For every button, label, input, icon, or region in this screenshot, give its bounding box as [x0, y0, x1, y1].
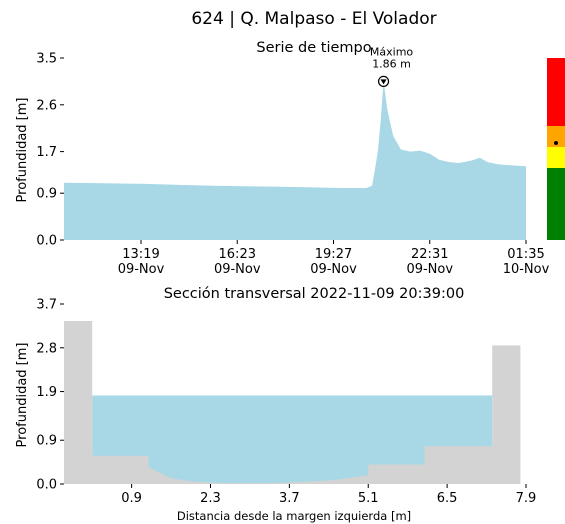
xtick-time-label: 13:19 — [122, 247, 159, 262]
max-annotation-label: Máximo — [370, 45, 414, 58]
xtick-label: 3.7 — [279, 491, 300, 506]
alert-level-marker — [554, 141, 558, 145]
time-series-area-layer — [64, 81, 526, 241]
time-series-ylabel: Profundidad [m] — [15, 98, 30, 203]
ytick-label: 2.8 — [36, 341, 57, 356]
max-marker-triangle-icon — [380, 79, 387, 85]
xtick-time-label: 01:35 — [507, 247, 544, 262]
time-series-title: Serie de tiempo — [256, 40, 371, 56]
alert-level-segment — [547, 147, 565, 168]
xtick-time-label: 19:27 — [315, 247, 352, 262]
cross-section-xticks: 0.9 2.3 3.7 5.1 6.5 7.9 — [121, 484, 536, 506]
ytick-label: 1.9 — [36, 385, 57, 400]
xtick-date-label: 10-Nov — [503, 262, 550, 277]
max-annotation: Máximo 1.86 m — [370, 45, 414, 88]
max-annotation-value: 1.86 m — [372, 57, 411, 70]
xtick-label: 6.5 — [437, 491, 458, 506]
ytick-label: 0.0 — [36, 234, 57, 249]
alert-level-segment — [547, 126, 565, 147]
xtick-label: 7.9 — [516, 491, 537, 506]
ytick-label: 3.5 — [36, 52, 57, 67]
riverbed-profile — [64, 321, 521, 484]
alert-level-segment — [547, 168, 565, 240]
ytick-label: 1.7 — [36, 145, 57, 160]
time-series-panel: Serie de tiempo Profundidad [m] 0.0 0.9 1.… — [15, 40, 565, 277]
cross-section-ylabel: Profundidad [m] — [15, 343, 30, 448]
xtick-date-label: 09-Nov — [310, 262, 357, 277]
depth-series-area — [64, 81, 526, 241]
time-series-yticks: 0.0 0.9 1.7 2.6 3.5 — [36, 52, 64, 249]
xtick-date-label: 09-Nov — [214, 262, 261, 277]
time-series-xticks: 13:1909-Nov16:2309-Nov19:2709-Nov22:3109… — [118, 240, 550, 277]
xtick-time-label: 16:23 — [219, 247, 256, 262]
cross-section-panel: Sección transversal 2022-11-09 20:39:00 … — [15, 286, 536, 523]
figure-title: 624 | Q. Malpaso - El Volador — [191, 9, 436, 29]
alert-level-bar — [547, 58, 565, 240]
cross-section-yticks: 0.0 0.9 1.9 2.8 3.7 — [36, 298, 64, 493]
xtick-label: 5.1 — [358, 491, 379, 506]
xtick-date-label: 09-Nov — [118, 262, 165, 277]
ytick-label: 3.7 — [36, 298, 57, 313]
xtick-time-label: 22:31 — [411, 247, 448, 262]
cross-section-area-layer — [64, 321, 521, 484]
xtick-label: 0.9 — [121, 491, 142, 506]
ytick-label: 0.9 — [36, 434, 57, 449]
xtick-label: 2.3 — [200, 491, 221, 506]
cross-section-title: Sección transversal 2022-11-09 20:39:00 — [164, 286, 465, 302]
xtick-date-label: 09-Nov — [406, 262, 453, 277]
ytick-label: 0.0 — [36, 478, 57, 493]
ytick-label: 2.6 — [36, 98, 57, 113]
alert-level-segment — [547, 58, 565, 126]
ytick-label: 0.9 — [36, 187, 57, 202]
cross-section-xlabel: Distancia desde la margen izquierda [m] — [177, 509, 411, 523]
